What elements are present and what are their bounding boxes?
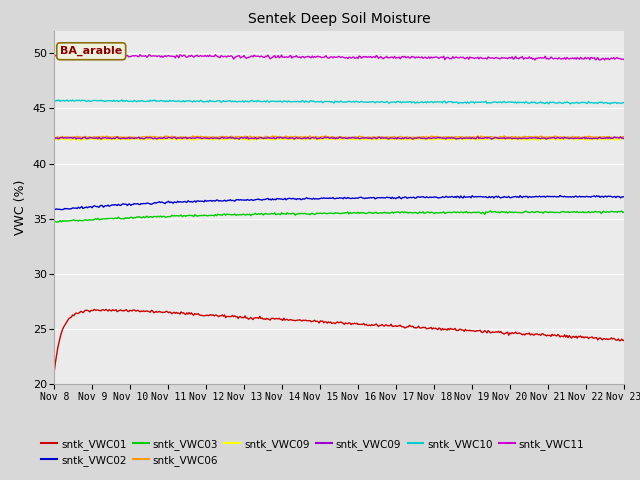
Y-axis label: VWC (%): VWC (%) [14,180,27,235]
Legend: sntk_VWC01, sntk_VWC02, sntk_VWC03, sntk_VWC06, sntk_VWC09, sntk_VWC09, sntk_VWC: sntk_VWC01, sntk_VWC02, sntk_VWC03, sntk… [37,434,589,470]
Title: Sentek Deep Soil Moisture: Sentek Deep Soil Moisture [248,12,431,26]
Text: BA_arable: BA_arable [60,46,122,56]
